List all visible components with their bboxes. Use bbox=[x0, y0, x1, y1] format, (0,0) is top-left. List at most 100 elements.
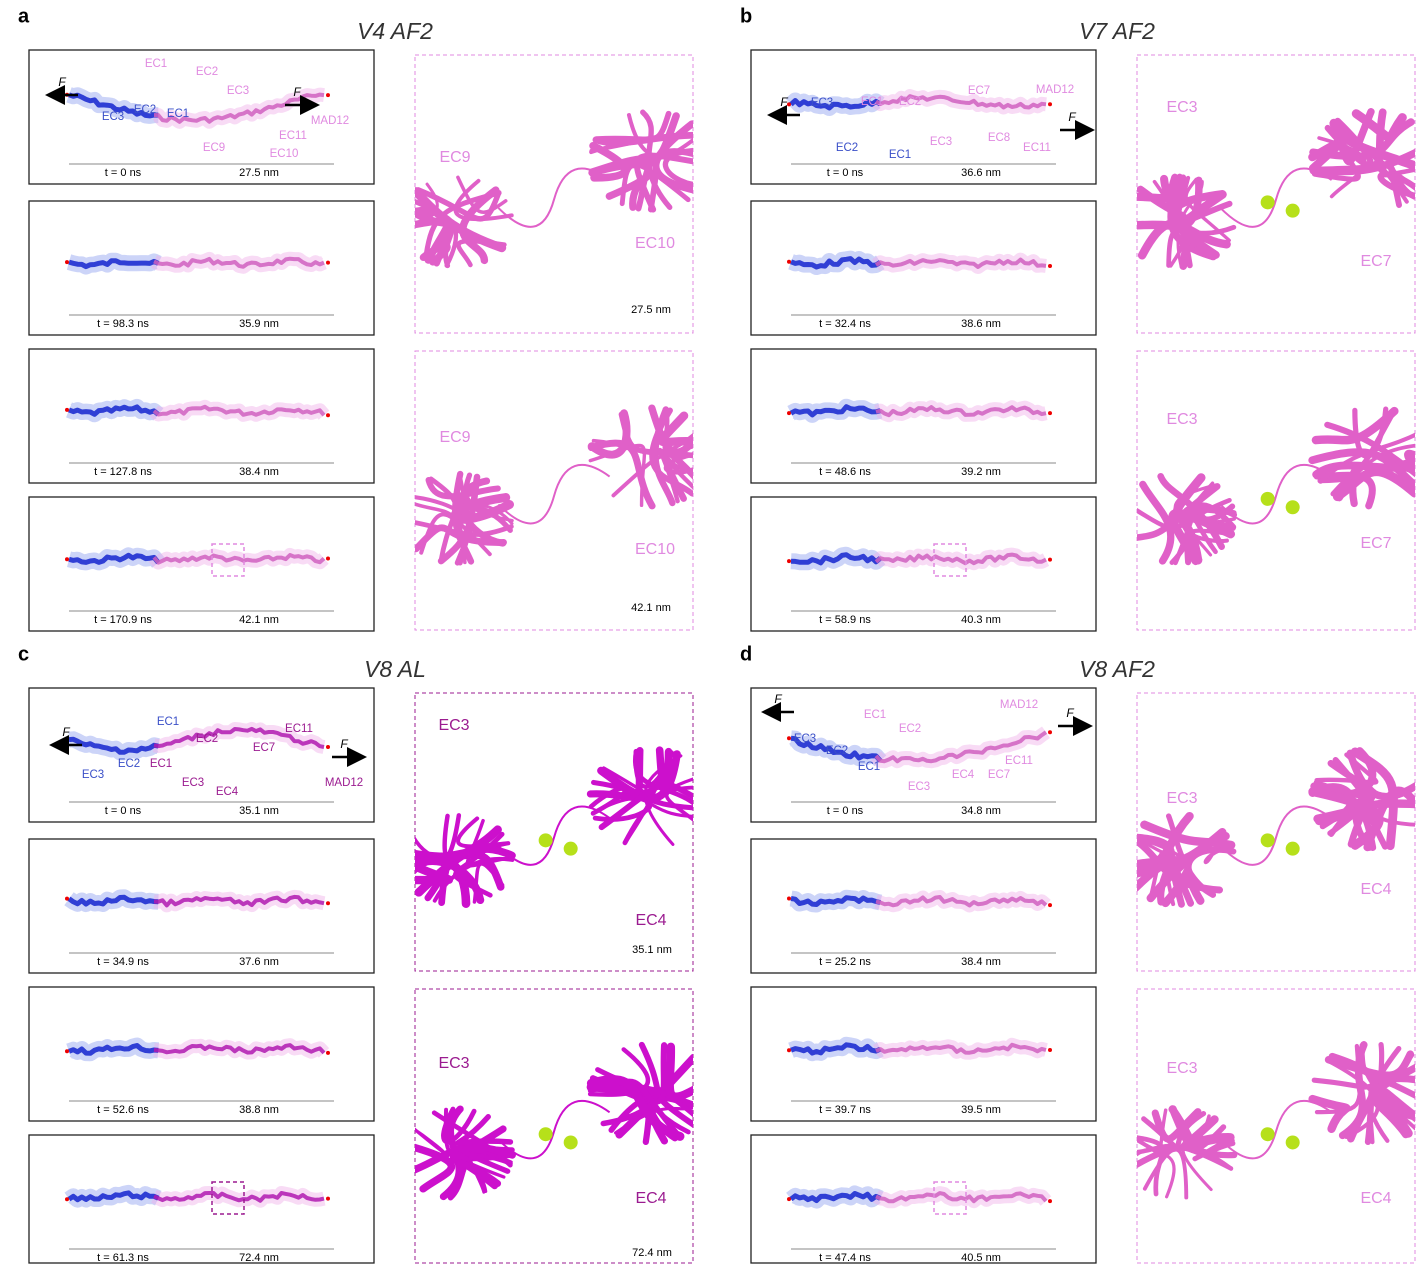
domain-label: EC1 bbox=[157, 716, 179, 728]
terminus bbox=[65, 1197, 69, 1201]
domain-label: EC10 bbox=[270, 148, 299, 160]
panel-letter: b bbox=[740, 5, 752, 27]
force-label: F bbox=[293, 85, 301, 99]
length-label: 72.4 nm bbox=[632, 1247, 672, 1259]
calcium-ion bbox=[539, 1127, 553, 1141]
domain-label: EC1 bbox=[858, 761, 880, 773]
calcium-ion bbox=[1286, 204, 1300, 218]
terminus bbox=[65, 408, 69, 412]
length-label: 42.1 nm bbox=[631, 602, 671, 614]
domain-label: EC2 bbox=[899, 723, 921, 735]
length-label: 38.4 nm bbox=[961, 956, 1001, 968]
panel-letter: a bbox=[18, 5, 30, 27]
domain-label: EC4 bbox=[952, 769, 975, 781]
domain-label: EC11 bbox=[285, 723, 313, 735]
length-label: 39.5 nm bbox=[961, 1104, 1001, 1116]
panel-title: V8 AL bbox=[364, 656, 426, 682]
domain-label: EC2 bbox=[826, 745, 848, 757]
domain-label: EC3 bbox=[227, 85, 249, 97]
terminus bbox=[1048, 1048, 1052, 1052]
domain-label: EC4 bbox=[216, 786, 239, 798]
calcium-ion bbox=[1261, 195, 1275, 209]
time-label: t = 32.4 ns bbox=[819, 318, 871, 330]
time-label: t = 52.6 ns bbox=[97, 1104, 149, 1116]
terminus bbox=[65, 260, 69, 264]
length-label: 40.5 nm bbox=[961, 1252, 1001, 1264]
domain-label: EC2 bbox=[899, 96, 921, 108]
domain-label: EC4 bbox=[635, 1190, 666, 1207]
force-label: F bbox=[780, 95, 788, 109]
domain-label: EC8 bbox=[988, 132, 1010, 144]
domain-label: EC3 bbox=[1166, 411, 1197, 428]
terminus bbox=[326, 1051, 330, 1055]
time-label: t = 0 ns bbox=[105, 805, 142, 817]
domain-label: MAD12 bbox=[325, 777, 363, 789]
time-label: t = 25.2 ns bbox=[819, 956, 871, 968]
domain-label: EC7 bbox=[968, 85, 990, 97]
domain-label: EC1 bbox=[861, 96, 883, 108]
force-label: F bbox=[1066, 706, 1074, 720]
length-label: 39.2 nm bbox=[961, 466, 1001, 478]
length-label: 72.4 nm bbox=[239, 1252, 279, 1264]
calcium-ion bbox=[1286, 842, 1300, 856]
calcium-ion bbox=[1286, 1135, 1300, 1149]
figure: aV4 AF2t = 0 ns27.5 nmFFEC3EC2EC1EC1EC2E… bbox=[0, 0, 1424, 1264]
domain-label: EC3 bbox=[82, 769, 104, 781]
force-label: F bbox=[1068, 110, 1076, 124]
domain-label: EC7 bbox=[1360, 253, 1391, 270]
length-label: 27.5 nm bbox=[631, 304, 671, 316]
domain-label: EC10 bbox=[635, 541, 675, 558]
terminus bbox=[1048, 411, 1052, 415]
terminus bbox=[1048, 730, 1052, 734]
time-label: t = 34.9 ns bbox=[97, 956, 149, 968]
domain-label: EC1 bbox=[167, 108, 189, 120]
domain-label: EC4 bbox=[1360, 881, 1391, 898]
calcium-ion bbox=[1261, 1127, 1275, 1141]
terminus bbox=[326, 413, 330, 417]
calcium-ion bbox=[564, 1135, 578, 1149]
domain-label: EC3 bbox=[1166, 1060, 1197, 1077]
time-label: t = 39.7 ns bbox=[819, 1104, 871, 1116]
domain-label: MAD12 bbox=[1000, 699, 1038, 711]
domain-label: EC3 bbox=[438, 1055, 469, 1072]
time-label: t = 47.4 ns bbox=[819, 1252, 871, 1264]
terminus bbox=[65, 557, 69, 561]
domain-label: EC3 bbox=[182, 777, 204, 789]
domain-label: EC11 bbox=[1023, 142, 1051, 154]
length-label: 36.6 nm bbox=[961, 167, 1001, 179]
panel-title: V8 AF2 bbox=[1079, 656, 1155, 682]
terminus bbox=[1048, 1199, 1052, 1203]
calcium-ion bbox=[1261, 492, 1275, 506]
length-label: 35.1 nm bbox=[239, 805, 279, 817]
force-label: F bbox=[340, 737, 348, 751]
time-label: t = 98.3 ns bbox=[97, 318, 149, 330]
domain-label: EC1 bbox=[145, 58, 167, 70]
domain-label: EC7 bbox=[988, 769, 1010, 781]
length-label: 42.1 nm bbox=[239, 614, 279, 626]
length-label: 27.5 nm bbox=[239, 167, 279, 179]
terminus bbox=[787, 411, 791, 415]
time-label: t = 127.8 ns bbox=[94, 466, 152, 478]
terminus bbox=[326, 261, 330, 265]
length-label: 40.3 nm bbox=[961, 614, 1001, 626]
time-label: t = 61.3 ns bbox=[97, 1252, 149, 1264]
domain-label: EC2 bbox=[118, 758, 140, 770]
domain-label: EC3 bbox=[794, 733, 816, 745]
terminus bbox=[787, 559, 791, 563]
domain-label: EC3 bbox=[102, 111, 124, 123]
terminus bbox=[787, 736, 791, 740]
terminus bbox=[326, 1197, 330, 1201]
domain-label: EC1 bbox=[864, 709, 886, 721]
terminus bbox=[1048, 102, 1052, 106]
domain-label: EC3 bbox=[908, 781, 930, 793]
domain-label: EC2 bbox=[836, 142, 858, 154]
length-label: 38.6 nm bbox=[961, 318, 1001, 330]
domain-label: EC1 bbox=[889, 149, 911, 161]
domain-label: EC2 bbox=[134, 104, 156, 116]
calcium-ion bbox=[539, 833, 553, 847]
domain-label: EC2 bbox=[196, 733, 218, 745]
force-label: F bbox=[58, 75, 66, 89]
length-label: 38.4 nm bbox=[239, 466, 279, 478]
domain-label: EC9 bbox=[203, 142, 225, 154]
time-label: t = 0 ns bbox=[105, 167, 142, 179]
